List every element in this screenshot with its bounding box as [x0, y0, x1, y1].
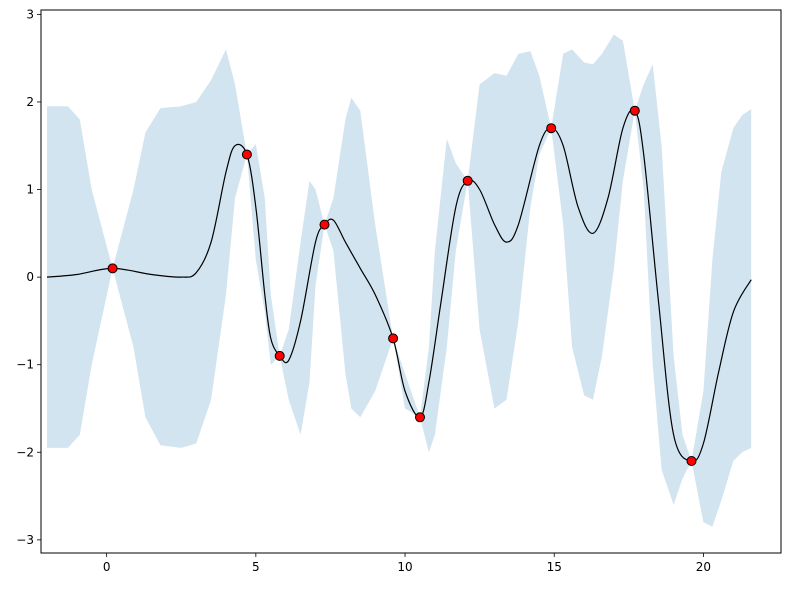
observation-point	[462, 175, 473, 186]
observation-point	[274, 350, 285, 361]
observation-point	[686, 456, 697, 466]
observation-point	[107, 263, 118, 274]
y-tick-label: 0	[26, 270, 34, 284]
x-axis-ticks: 0 5 10 15 20	[103, 553, 711, 574]
x-tick-label: 10	[397, 560, 412, 574]
confidence-band	[47, 34, 752, 527]
observation-points	[107, 105, 697, 466]
x-tick-label: 20	[696, 560, 711, 574]
observation-point	[388, 333, 399, 344]
y-tick-label: 2	[26, 95, 34, 109]
y-tick-label: −3	[16, 533, 34, 547]
observation-point	[241, 149, 252, 160]
observation-point	[629, 105, 640, 116]
x-tick-label: 5	[252, 560, 260, 574]
observation-point	[415, 412, 425, 423]
y-axis-ticks: −3 −2 −1 0 1 2 3	[16, 7, 41, 547]
x-tick-label: 15	[547, 560, 562, 574]
y-tick-label: 1	[26, 183, 34, 197]
axes-frame	[40, 9, 782, 554]
observation-point	[319, 219, 330, 230]
y-tick-label: −2	[16, 445, 34, 459]
y-tick-label: 3	[26, 7, 34, 21]
observation-point	[546, 123, 557, 134]
y-tick-label: −1	[16, 358, 34, 372]
x-tick-label: 0	[103, 560, 111, 574]
plot-area	[46, 34, 752, 527]
mean-curve	[46, 108, 752, 462]
